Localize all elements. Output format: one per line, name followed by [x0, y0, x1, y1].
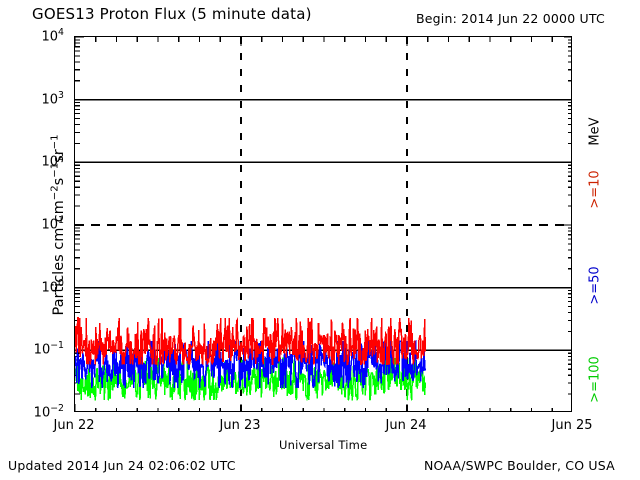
plot-area [74, 36, 572, 412]
x-axis-title: Universal Time [279, 438, 368, 452]
y-axis-title-text: Particles cm [50, 227, 67, 316]
y-tick-value: 101 [41, 215, 65, 233]
flux-trace--10-mev [75, 317, 427, 367]
updated-timestamp: Updated 2014 Jun 24 02:06:02 UTC [8, 458, 236, 473]
y-tick-value: 10−1 [33, 340, 64, 358]
y-tick-label: 102 [0, 152, 70, 169]
data-series-group [75, 317, 427, 402]
legend-series-10mev: >=10 [587, 170, 603, 209]
y-tick-value: 102 [41, 152, 65, 170]
legend-series-100mev: >=100 [587, 356, 603, 403]
begin-time-label: Begin: 2014 Jun 22 0000 UTC [416, 11, 605, 26]
legend-series-50mev: >=50 [587, 266, 603, 305]
plot-canvas [75, 37, 571, 411]
y-tick-label: 104 [0, 27, 70, 44]
y-tick-value: 100 [41, 277, 65, 295]
agency-credit: NOAA/SWPC Boulder, CO USA [424, 458, 615, 473]
y-tick-label: 100 [0, 278, 70, 295]
ticks-group [75, 37, 571, 411]
x-tick-label: Jun 25 [551, 418, 593, 433]
y-tick-value: 10−2 [33, 403, 64, 421]
x-tick-label: Jun 23 [219, 418, 261, 433]
flux-trace--50-mev [75, 340, 427, 389]
y-tick-label: 10−1 [0, 340, 70, 357]
x-tick-label: Jun 22 [53, 418, 95, 433]
y-tick-label: 103 [0, 90, 70, 107]
y-tick-value: 103 [41, 89, 65, 107]
y-tick-label: 101 [0, 215, 70, 232]
x-tick-label: Jun 24 [385, 418, 427, 433]
y-tick-value: 104 [41, 27, 65, 45]
page-title: GOES13 Proton Flux (5 minute data) [32, 5, 312, 23]
y-tick-label: 10−2 [0, 403, 70, 420]
